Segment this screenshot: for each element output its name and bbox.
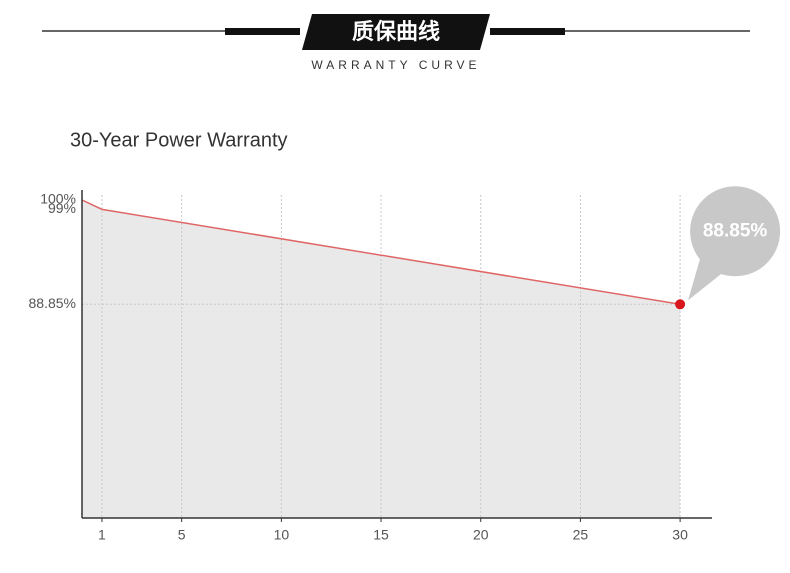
chart-title: 30-Year Power Warranty xyxy=(70,129,288,151)
x-tick-label: 25 xyxy=(573,527,589,543)
x-tick-label: 15 xyxy=(373,527,389,543)
y-tick-label: 100% xyxy=(40,191,76,207)
header-subtitle: WARRANTY CURVE xyxy=(311,58,480,72)
header-rule-accent xyxy=(225,28,300,35)
y-tick-label: 88.85% xyxy=(29,295,76,311)
line xyxy=(81,199,681,306)
callout-tail xyxy=(688,241,728,301)
x-tick-label: 10 xyxy=(274,527,290,543)
callout-bubble xyxy=(690,186,781,277)
x-tick-label: 20 xyxy=(473,527,489,543)
marker xyxy=(675,299,686,310)
x-tick-label: 5 xyxy=(178,527,186,543)
data-label: 88.85% xyxy=(703,220,768,241)
header-rule-accent xyxy=(490,28,565,35)
x-tick-label: 30 xyxy=(672,527,688,543)
x-tick-label: 1 xyxy=(98,527,106,543)
header-badge xyxy=(302,14,490,50)
y-tick-label: 99% xyxy=(48,200,76,216)
header-title: 质保曲线 xyxy=(352,19,440,44)
